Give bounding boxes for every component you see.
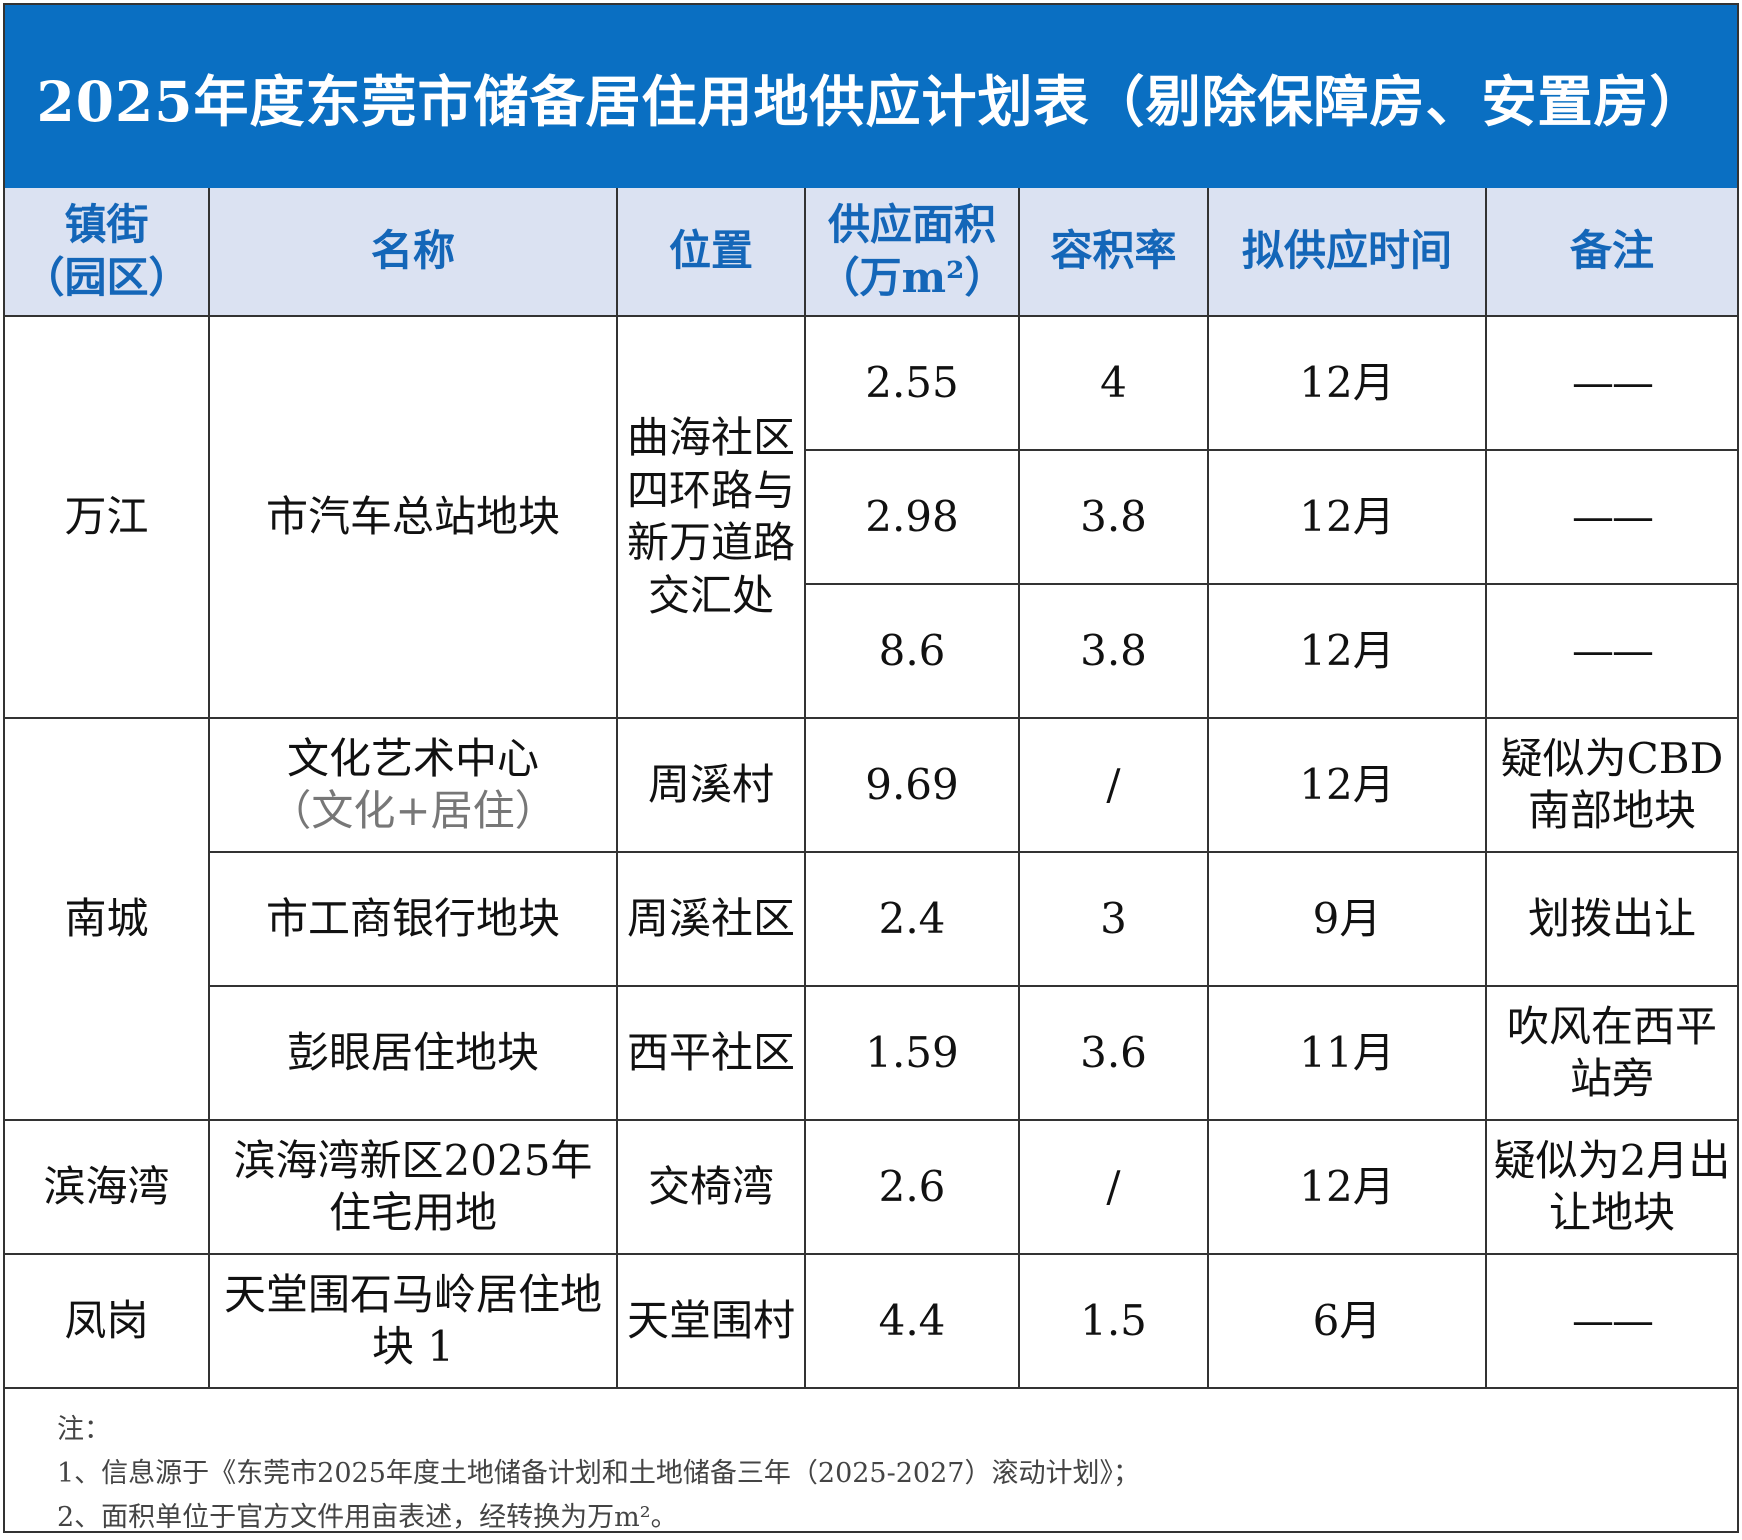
table-row: 市工商银行地块 周溪社区 2.4 3 9月 划拨出让 [5,851,1737,987]
table-frame: 2025年度东莞市储备居住用地供应计划表（剔除保障房、安置房） 镇街 （园区） … [3,3,1739,1533]
note-line-1: 1、信息源于《东莞市2025年度土地储备计划和土地储备三年（2025-2027）… [57,1458,1140,1489]
table-row: 南城 文化艺术中心 （文化+居住） 周溪村 9.69 / 12月 疑似为CBD南… [5,717,1737,1121]
name-main: 文化艺术中心 [286,733,539,783]
table-row: 彭眼居住地块 西平社区 1.59 3.6 11月 吹风在西平站旁 [5,985,1737,1121]
time-cell: 12月 [1207,1119,1487,1255]
table-row: 凤岗 天堂围石马岭居住地块 1 天堂围村 4.4 1.5 6月 —— [5,1253,1737,1389]
remark-cell: —— [1485,1253,1737,1389]
time-cell: 12月 [1207,583,1487,719]
notes: 注： 1、信息源于《东莞市2025年度土地储备计划和土地储备三年（2025-20… [5,1394,1737,1533]
name-cell: 天堂围石马岭居住地块 1 [208,1253,618,1389]
area-cell: 2.4 [804,851,1020,987]
location-cell: 西平社区 [616,985,806,1121]
location-cell: 交椅湾 [616,1119,806,1255]
location-cell: 周溪社区 [616,851,806,987]
note-line-2: 2、面积单位于官方文件用亩表述，经转换为万m²。 [57,1502,678,1533]
header-area-line2: （万m²） [817,252,1007,302]
time-cell: 12月 [1207,717,1487,853]
area-cell: 9.69 [804,717,1020,853]
name-cell: 文化艺术中心 （文化+居住） [208,717,618,853]
time-cell: 12月 [1207,449,1487,585]
area-cell: 2.6 [804,1119,1020,1255]
remark-cell: 划拨出让 [1485,851,1737,987]
header-town-line1: 镇街 [64,200,149,249]
remark-cell: —— [1485,315,1737,451]
town-cell: 南城 [5,717,210,1121]
area-cell: 2.98 [804,449,1020,585]
area-cell: 8.6 [804,583,1020,719]
town-cell: 滨海湾 [5,1119,210,1255]
header-town: 镇街 （园区） [5,188,210,317]
name-sub: （文化+居住） [269,786,557,835]
name-cell: 彭眼居住地块 [208,985,618,1121]
far-cell: 3.6 [1018,985,1209,1121]
location-cell: 曲海社区四环路与新万道路交汇处 [616,315,806,719]
time-cell: 6月 [1207,1253,1487,1389]
far-cell: 3.8 [1018,449,1209,585]
remark-cell: 疑似为2月出让地块 [1485,1119,1737,1255]
remark-cell: —— [1485,449,1737,585]
far-cell: 3 [1018,851,1209,987]
area-cell: 4.4 [804,1253,1020,1389]
table-row: 8.6 3.8 12月 —— [5,583,1737,719]
header-far: 容积率 [1018,188,1209,317]
header-location: 位置 [616,188,806,317]
name-cell: 市汽车总站地块 [208,315,618,719]
area-cell: 2.55 [804,315,1020,451]
notes-label: 注： [57,1414,111,1445]
header-area-line1: 供应面积 [827,200,996,249]
table-row: 万江 市汽车总站地块 曲海社区四环路与新万道路交汇处 2.55 4 12月 —— [5,315,1737,719]
table-row: 滨海湾 滨海湾新区2025年住宅用地 交椅湾 2.6 / 12月 疑似为2月出让… [5,1119,1737,1255]
header-time: 拟供应时间 [1207,188,1487,317]
location-cell: 周溪村 [616,717,806,853]
name-cell: 市工商银行地块 [208,851,618,987]
town-cell: 万江 [5,315,210,719]
header-area: 供应面积 （万m²） [804,188,1020,317]
far-cell: / [1018,1119,1209,1255]
time-cell: 9月 [1207,851,1487,987]
time-cell: 11月 [1207,985,1487,1121]
table-row: 2.98 3.8 12月 —— [5,449,1737,585]
area-cell: 1.59 [804,985,1020,1121]
far-cell: 1.5 [1018,1253,1209,1389]
header-row: 镇街 （园区） 名称 位置 供应面积 （万m²） 容积率 拟供应时间 备注 [5,188,1737,317]
table-title: 2025年度东莞市储备居住用地供应计划表（剔除保障房、安置房） [5,5,1737,188]
header-remark: 备注 [1485,188,1737,317]
remark-cell: 吹风在西平站旁 [1485,985,1737,1121]
far-cell: / [1018,717,1209,853]
header-name: 名称 [208,188,618,317]
land-supply-table: 镇街 （园区） 名称 位置 供应面积 （万m²） 容积率 拟供应时间 备注 万江… [5,188,1737,1389]
town-cell: 凤岗 [5,1253,210,1389]
location-cell: 天堂围村 [616,1253,806,1389]
far-cell: 4 [1018,315,1209,451]
remark-cell: 疑似为CBD南部地块 [1485,717,1737,853]
time-cell: 12月 [1207,315,1487,451]
far-cell: 3.8 [1018,583,1209,719]
remark-cell: —— [1485,583,1737,719]
header-town-line2: （园区） [22,252,191,302]
name-cell: 滨海湾新区2025年住宅用地 [208,1119,618,1255]
